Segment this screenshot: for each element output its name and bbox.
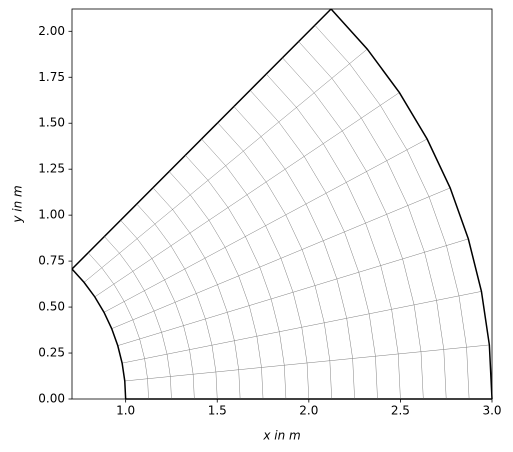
y-tick-label: 2.00: [38, 24, 65, 38]
plot-frame: [71, 8, 493, 400]
y-tick-label: 0.25: [38, 346, 65, 360]
mesh-line: [136, 203, 218, 400]
mesh-line: [298, 41, 447, 400]
mesh-boundary: [330, 8, 493, 400]
y-axis-label: y in m: [11, 185, 25, 223]
mesh-line: [266, 73, 401, 400]
x-tick-label: 2.0: [299, 404, 318, 418]
x-tick-label: 2.5: [391, 404, 410, 418]
mesh-line: [104, 236, 172, 400]
mesh-line: [152, 187, 241, 400]
mesh-line: [217, 122, 332, 400]
mesh-line: [314, 25, 470, 400]
mesh-line: [120, 220, 195, 400]
mesh-line: [185, 155, 287, 400]
x-tick-label: 1.5: [208, 404, 227, 418]
y-tick-label: 0.75: [38, 254, 65, 268]
mesh-line: [88, 252, 149, 400]
y-tick-label: 1.25: [38, 162, 65, 176]
x-tick-label: 1.0: [116, 404, 135, 418]
y-tick-label: 1.75: [38, 70, 65, 84]
mesh-line: [233, 106, 355, 400]
mesh-line: [201, 138, 310, 400]
x-axis-label: x in m: [262, 429, 300, 443]
y-tick-label: 1.00: [38, 208, 65, 222]
mesh-boundary: [71, 268, 127, 400]
y-tick-label: 1.50: [38, 116, 65, 130]
x-tick-label: 3.0: [482, 404, 501, 418]
mesh-line: [168, 171, 264, 400]
mesh-line: [282, 57, 424, 400]
y-tick-label: 0.50: [38, 300, 65, 314]
y-tick-label: 0.00: [38, 392, 65, 406]
mesh-line: [249, 90, 378, 400]
